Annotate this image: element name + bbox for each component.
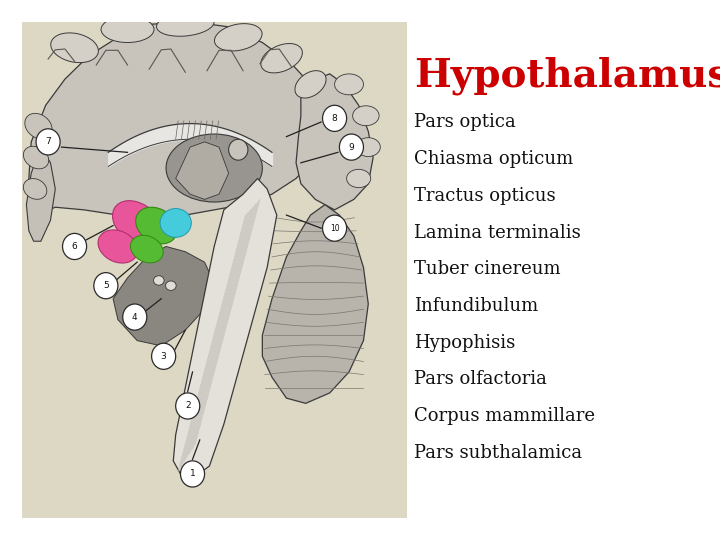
Polygon shape [176,142,229,199]
Text: 9: 9 [348,143,354,152]
Ellipse shape [160,208,192,237]
Circle shape [323,215,346,241]
Circle shape [122,304,147,330]
Text: Chiasma opticum: Chiasma opticum [414,150,573,168]
Polygon shape [262,205,369,403]
Text: Hypothalamus: Hypothalamus [414,57,720,95]
Circle shape [176,393,199,419]
Text: Infundibulum: Infundibulum [414,297,539,315]
Circle shape [63,233,86,260]
Ellipse shape [98,230,138,263]
Ellipse shape [112,201,162,245]
Circle shape [94,273,118,299]
Text: 8: 8 [332,114,338,123]
Text: 7: 7 [45,137,51,146]
Ellipse shape [50,33,99,63]
Text: Pars optica: Pars optica [414,113,516,131]
Circle shape [181,461,204,487]
Circle shape [339,134,364,160]
Ellipse shape [353,106,379,126]
Polygon shape [296,74,373,210]
Ellipse shape [346,170,371,187]
Ellipse shape [166,281,176,291]
Ellipse shape [356,138,380,157]
Circle shape [323,105,346,131]
Ellipse shape [24,113,52,139]
Ellipse shape [101,16,154,43]
Text: Hypophisis: Hypophisis [414,334,516,352]
Polygon shape [113,246,215,346]
Text: 1: 1 [189,469,195,478]
Text: 2: 2 [185,401,191,410]
Ellipse shape [166,134,262,202]
Ellipse shape [135,207,177,244]
Ellipse shape [261,44,302,73]
Text: Tuber cinereum: Tuber cinereum [414,260,561,278]
Text: Lamina terminalis: Lamina terminalis [414,224,581,241]
Ellipse shape [215,24,262,51]
Circle shape [229,139,248,160]
Text: Pars subthalamica: Pars subthalamica [414,444,582,462]
Ellipse shape [23,179,47,199]
Text: 10: 10 [330,224,339,233]
Polygon shape [27,147,55,241]
Text: Tractus opticus: Tractus opticus [414,187,556,205]
Text: Pars olfactoria: Pars olfactoria [414,370,547,388]
Ellipse shape [130,235,163,263]
Text: 4: 4 [132,313,138,321]
Ellipse shape [295,71,326,98]
Ellipse shape [335,74,364,95]
Circle shape [152,343,176,369]
Polygon shape [174,179,276,477]
Ellipse shape [153,276,164,285]
Polygon shape [29,22,325,218]
Circle shape [36,129,60,155]
FancyBboxPatch shape [22,22,407,518]
Ellipse shape [156,12,214,36]
Ellipse shape [23,146,49,169]
Text: 6: 6 [72,242,78,251]
Text: 5: 5 [103,281,109,290]
Text: 3: 3 [161,352,166,361]
Text: Corpus mammillare: Corpus mammillare [414,407,595,425]
